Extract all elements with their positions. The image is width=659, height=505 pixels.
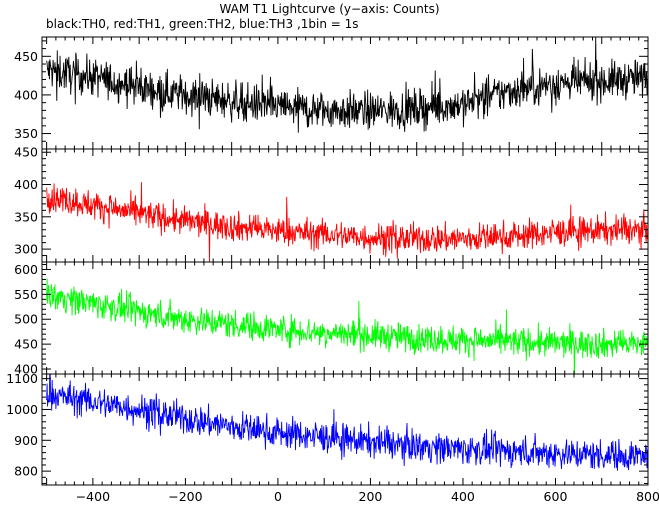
y-tick-label: 500	[14, 312, 38, 327]
y-tick-label: 900	[14, 433, 38, 448]
y-tick-label: 1100	[6, 371, 38, 386]
y-tick-label: 1000	[6, 402, 38, 417]
y-tick-label: 300	[14, 242, 38, 257]
x-tick-label: −200	[168, 489, 202, 504]
series-line-th0	[46, 37, 648, 133]
series-line-th2	[46, 278, 648, 374]
x-tick-label: −400	[76, 489, 110, 504]
series-line-th3	[46, 374, 648, 471]
x-tick-label: 200	[359, 489, 383, 504]
chart-subtitle: black:TH0, red:TH1, green:TH2, blue:TH3 …	[46, 17, 359, 31]
y-tick-label: 350	[14, 209, 38, 224]
y-tick-label: 400	[14, 177, 38, 192]
chart-title: WAM T1 Lightcurve (y−axis: Counts)	[219, 2, 440, 16]
y-tick-label: 450	[14, 337, 38, 352]
x-tick-label: 800	[636, 489, 659, 504]
y-tick-label: 350	[14, 126, 38, 141]
x-tick-label: 400	[451, 489, 475, 504]
y-tick-label: 400	[14, 362, 38, 377]
panel-frame-th2	[41, 261, 649, 375]
y-tick-label: 400	[14, 87, 38, 102]
panel-frame-th0	[41, 36, 649, 150]
series-line-th1	[46, 182, 648, 262]
y-tick-label: 600	[14, 262, 38, 277]
x-tick-label: 600	[544, 489, 568, 504]
y-tick-label: 450	[14, 145, 38, 160]
panel-frame-th3	[41, 373, 649, 486]
x-tick-label: 0	[274, 489, 282, 504]
y-tick-label: 450	[14, 49, 38, 64]
y-tick-label: 550	[14, 287, 38, 302]
y-tick-label: 800	[14, 464, 38, 479]
